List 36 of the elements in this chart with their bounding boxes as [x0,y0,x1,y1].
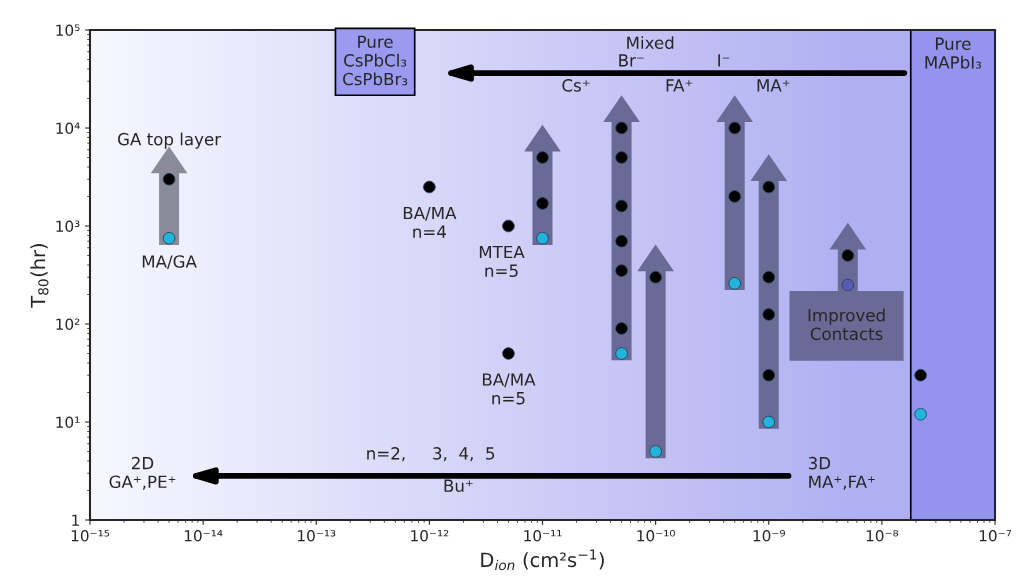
x-tick-label: 10⁻¹¹ [524,529,562,542]
y-tick-label: 10⁴ [56,122,80,135]
annotation: Mixed [627,36,674,50]
x-tick-label: 10⁻¹⁵ [71,529,110,542]
y-tick-label: 1 [72,514,79,526]
annotation: GA top layer [117,132,222,149]
x-tick-label: 10⁻¹³ [298,529,336,542]
x-tick-label: 10⁻¹⁰ [637,529,675,542]
annotation: Bu⁺ [444,479,473,493]
annotation: Cs⁺ [562,79,590,92]
x-tick-label: 10⁻¹⁴ [184,529,223,542]
x-axis-title: D$_{ion}$ (cm²s$^{−1}$) [481,549,604,571]
annotation: I⁻ [718,54,730,67]
annotation: 3D MA⁺,FA⁺ [808,456,875,490]
annotation: 2D GA⁺,PE⁺ [109,456,176,490]
x-tick-label: 10⁻⁷ [979,529,1012,542]
annotation: 3, 4, 5 [433,447,495,462]
x-tick-label: 10⁻⁸ [866,529,899,542]
annotation: FA⁺ [666,79,693,92]
y-axis-title: T$_{80}$(hr) [30,244,49,308]
y-tick-label: 10⁵ [56,24,80,37]
x-tick-label: 10⁻⁹ [753,529,785,542]
annotation: Pure CsPbCl₃ CsPbBr₃ [343,35,408,86]
annotation: MA⁺ [757,79,790,92]
x-tick-label: 10⁻¹² [411,529,449,542]
y-tick-label: 10³ [56,220,80,233]
annotation: BA/MA n=4 [403,206,457,238]
annotation: n=2, [367,447,405,462]
annotation: Br⁻ [619,54,644,67]
annotation: MA/GA [142,255,197,270]
y-tick-label: 10¹ [56,416,80,429]
y-tick-label: 10² [56,318,80,331]
annotation: MTEA n=5 [479,245,525,278]
band-label: Pure MAPbI₃ [925,37,982,69]
annotation: Improved Contacts [808,308,885,341]
annotation: BA/MA n=5 [482,373,536,405]
